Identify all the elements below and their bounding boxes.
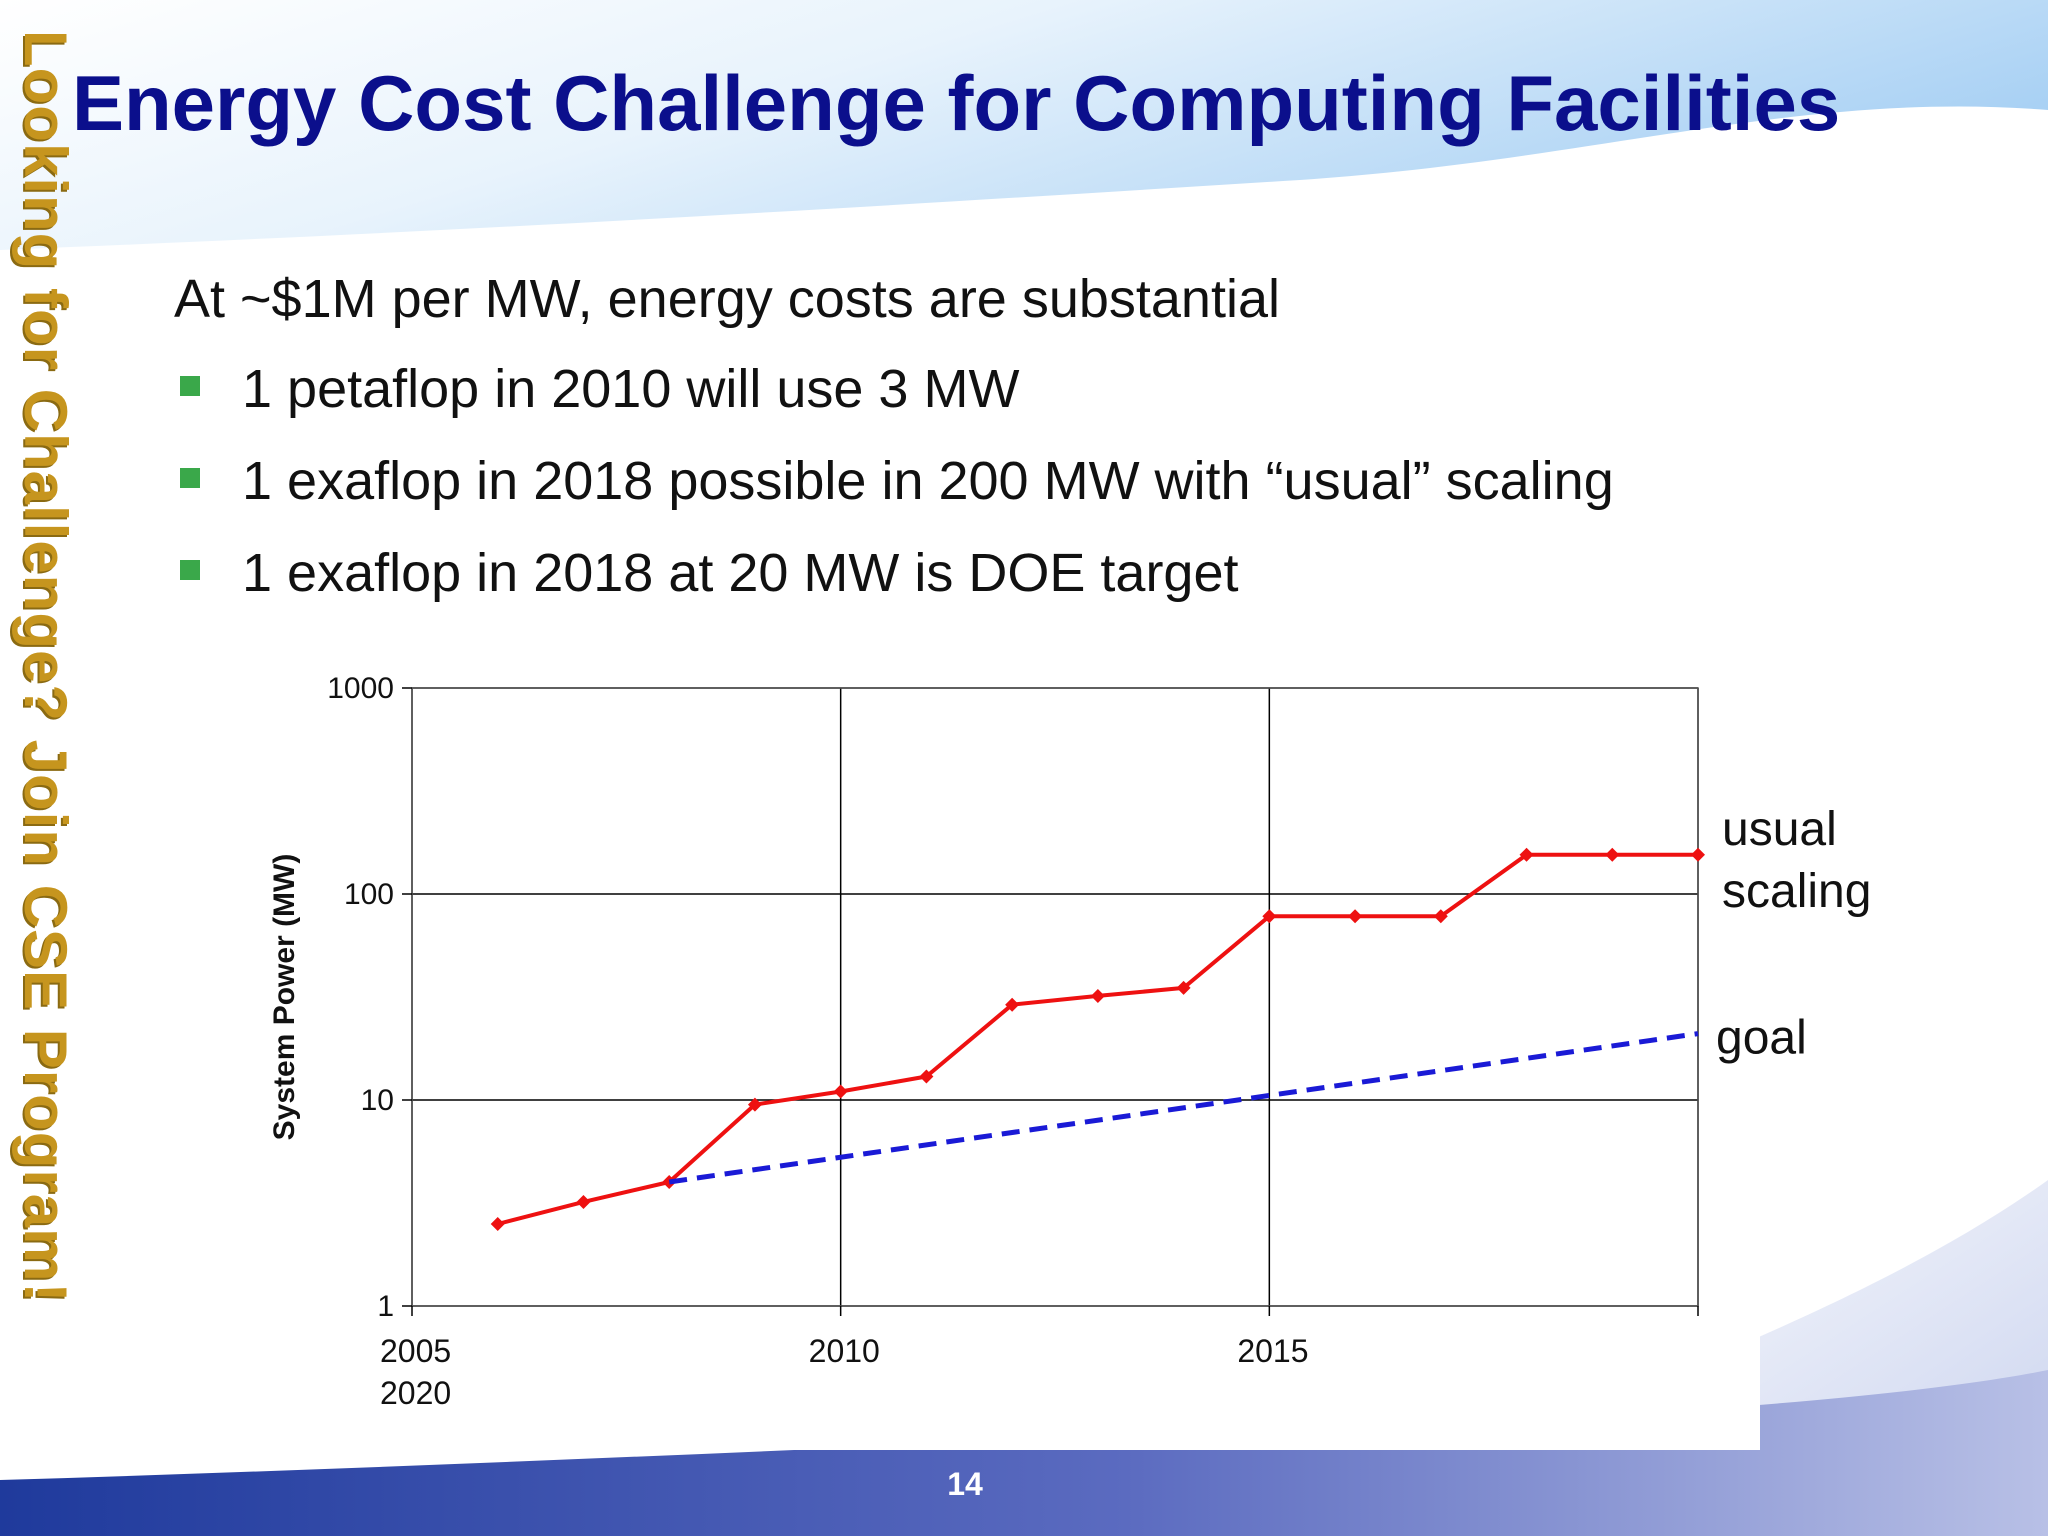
bullet-text: 1 exaflop in 2018 possible in 200 MW wit… [242,451,1614,511]
y-tick-label: 100 [344,878,394,911]
data-point [1176,980,1191,995]
bullet-square-icon [180,376,200,396]
bullet-text: 1 petaflop in 2010 will use 3 MW [242,359,1020,419]
side-banner-text: Looking for Challenge? Join CSE Program! [12,30,79,1304]
intro-text: At ~$1M per MW, energy costs are substan… [174,269,1280,329]
data-point [1348,909,1363,924]
bullet-list: 1 petaflop in 2010 will use 3 MW 1 exafl… [178,358,1614,634]
y-tick-label: 1 [377,1290,394,1323]
data-point [1691,847,1705,862]
y-axis-label: System Power (MW) [268,854,301,1141]
data-point [1005,997,1020,1012]
data-point [490,1217,505,1232]
series-label-usual-scaling: usual [1722,803,1837,856]
y-tick-label: 10 [361,1084,394,1117]
bullet-item: 1 petaflop in 2010 will use 3 MW [178,358,1614,450]
y-tick-label: 1000 [327,672,394,705]
chart-panel-notch [1700,1318,1760,1380]
goal-series-line [668,1031,1699,1185]
data-point [1605,847,1620,862]
bullet-square-icon [180,560,200,580]
bullet-square-icon [180,468,200,488]
data-point [833,1084,848,1099]
data-point [1090,988,1105,1003]
x-tick-label: 2010 [809,1333,880,1369]
x-tick-label: 2005 [380,1333,451,1369]
series-label-usual-scaling: scaling [1722,865,1871,918]
data-point [919,1069,934,1084]
bullet-item: 1 exaflop in 2018 possible in 200 MW wit… [178,450,1614,542]
data-point [1262,909,1277,924]
chart-panel [250,660,1760,1450]
data-point [576,1194,591,1209]
x-tick-label: 2015 [1237,1333,1308,1369]
data-point [1433,909,1448,924]
series-label-goal: goal [1716,1012,1807,1065]
data-point [747,1097,762,1112]
bullet-text: 1 exaflop in 2018 at 20 MW is DOE target [242,543,1239,603]
x-tick-label: 2020 [380,1375,451,1411]
data-point [1519,847,1534,862]
page-number: 14 [947,1466,983,1502]
plot-frame [411,687,1699,1307]
bullet-item: 1 exaflop in 2018 at 20 MW is DOE target [178,542,1614,634]
slide-title: Energy Cost Challenge for Computing Faci… [72,59,1841,147]
